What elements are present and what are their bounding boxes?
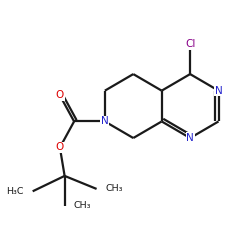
Text: N: N — [215, 86, 222, 96]
Text: Cl: Cl — [185, 40, 195, 50]
Text: N: N — [101, 116, 109, 126]
Text: CH₃: CH₃ — [106, 184, 123, 194]
Text: N: N — [186, 133, 194, 143]
Text: O: O — [56, 142, 64, 152]
Text: H₃C: H₃C — [6, 187, 24, 196]
Text: CH₃: CH₃ — [74, 201, 91, 210]
Text: O: O — [56, 90, 64, 101]
